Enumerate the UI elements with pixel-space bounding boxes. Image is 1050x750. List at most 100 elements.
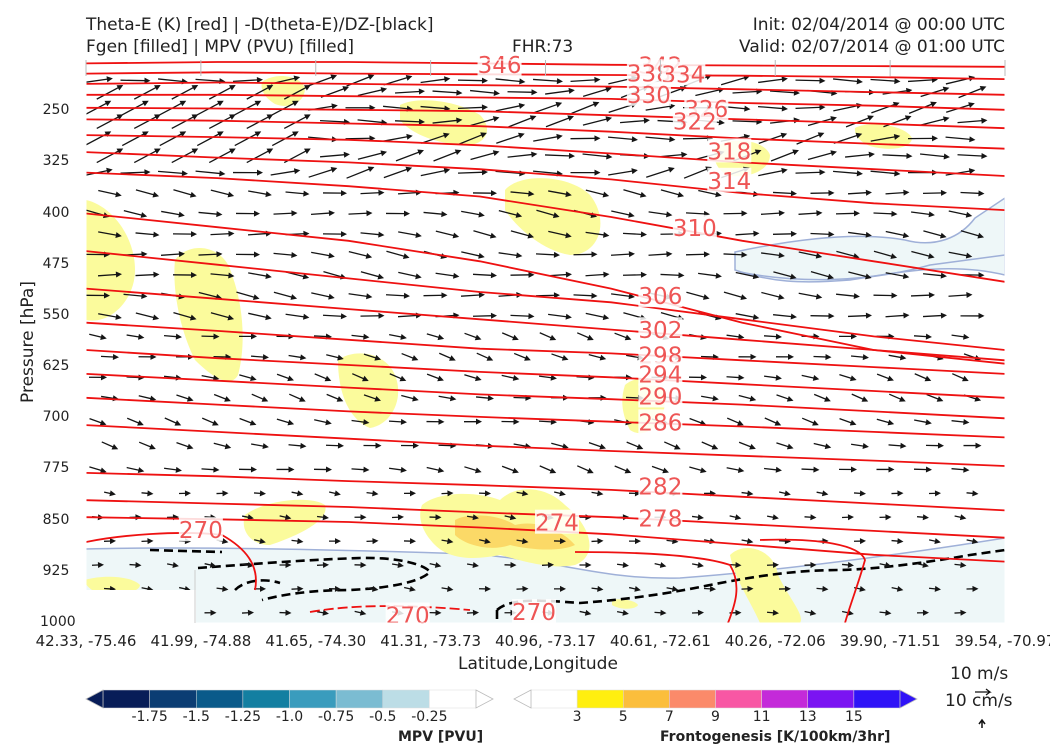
wind-vector [773,271,797,280]
colorbar-segment [242,689,290,709]
wind-vector [763,466,782,473]
contour-label-bg [672,108,717,133]
wind-vector [357,150,388,160]
wind-vector [835,210,860,217]
wind-vector [579,561,592,568]
wind-vector [535,251,560,258]
wind-vector [911,211,935,218]
colorbar-tick: 3 [572,709,582,725]
wind-vector [608,136,638,143]
wind-vector [882,152,913,159]
colorbar-tick: -1.25 [224,709,261,725]
wind-vector [838,466,857,473]
wind-vector [582,86,612,98]
wind-vector [398,231,422,239]
wind-vector [475,395,494,402]
wind-vector [685,251,710,258]
wind-vector [460,292,485,299]
wind-vector [270,168,301,176]
colorbar-segment [149,689,197,709]
colorbar-tick: -1.75 [131,709,168,725]
colorbar-segment [102,689,150,709]
wind-vector [279,514,292,521]
wind-vector [920,153,950,160]
wind-vector [957,117,988,124]
wind-vector [201,466,220,473]
wind-vector [236,291,260,300]
wind-vector [310,210,335,217]
theta-e-label: 278 [638,507,682,533]
wind-vector [738,441,756,450]
colorbar-segment [289,689,337,709]
wind-vector [166,562,179,568]
wind-vector [495,102,526,112]
wind-vector [841,514,854,521]
wind-vector [138,441,156,450]
wind-vector [614,332,632,341]
wind-vector [508,115,537,128]
wind-vector [246,85,274,100]
wind-vector [204,562,217,568]
theta-e-line [86,151,1005,211]
contour-label-bg [512,599,557,624]
wind-vector [664,441,681,450]
wind-vector [761,252,785,259]
colorbar-tick: -1.0 [275,709,304,725]
wind-vector [778,585,791,592]
wind-vector [470,89,500,96]
wind-vector [851,443,869,449]
init-time: Init: 02/04/2014 @ 00:00 UTC [752,15,1005,35]
theta-e-label: 270 [512,600,556,626]
wind-vector [548,230,572,239]
wind-vector [348,293,373,300]
wind-vector [213,442,232,450]
wind-vector [588,353,607,361]
wind-vector [328,585,341,592]
wind-vector [841,562,854,568]
wind-vector [285,313,310,320]
wind-vector [807,150,837,161]
wind-vector [232,76,263,83]
wind-vector [888,354,907,361]
wind-vector [951,333,970,340]
wind-vector [363,442,382,449]
wind-vector [847,189,872,196]
wind-vector [135,312,160,321]
theta-e-line [86,287,1005,362]
wind-vector [845,115,874,128]
wind-vector [420,167,451,177]
wind-vector [923,230,947,239]
wind-vector [248,312,272,321]
colorbar-fgen-label: Frontogenesis [K/100km/3hr] [660,729,891,745]
wind-vector [289,393,306,402]
wind-vector [239,374,257,382]
wind-vector [891,585,904,592]
y-tick-label: 625 [42,358,70,375]
wind-vector [804,561,817,568]
title-left-1: Theta-E (K) [red] | -D(theta-E)/DZ-[blac… [86,15,434,35]
theta-e-label: 302 [638,318,682,344]
wind-vector [948,292,973,299]
contour-label-bg [178,517,223,542]
wind-vector [401,394,419,402]
wind-vector [888,393,906,402]
wind-vector [345,135,376,142]
wind-vector [457,77,488,84]
wind-vector [553,585,566,592]
wind-vector [438,395,457,402]
wind-vector [429,609,442,616]
contour-label-bg [707,167,752,192]
wind-vector [691,609,704,616]
wind-vector [513,352,531,361]
wind-vector [619,117,650,124]
wind-vector [126,333,145,340]
wind-vector [291,538,304,545]
wind-vector [388,418,407,425]
wind-vector [798,251,823,259]
contour-label-bg [707,138,752,163]
wind-vector [966,490,979,497]
wind-vector [432,89,463,96]
theta-e-line [86,349,1005,399]
